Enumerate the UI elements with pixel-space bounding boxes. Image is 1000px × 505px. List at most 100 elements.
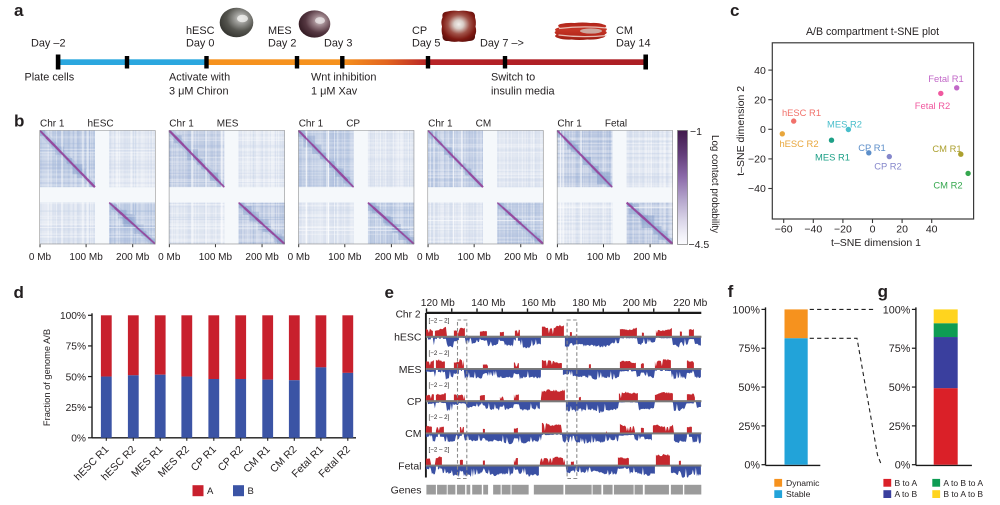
svg-text:CP: CP bbox=[346, 118, 360, 129]
svg-text:25%: 25% bbox=[66, 403, 86, 414]
svg-text:Plate cells: Plate cells bbox=[25, 72, 75, 84]
svg-text:CP: CP bbox=[407, 396, 422, 408]
svg-text:50%: 50% bbox=[738, 382, 760, 394]
svg-text:0 Mb: 0 Mb bbox=[158, 252, 181, 263]
svg-text:hESC: hESC bbox=[394, 332, 422, 344]
svg-text:Switch to: Switch to bbox=[491, 72, 535, 84]
svg-text:Activate with: Activate with bbox=[169, 72, 230, 84]
svg-text:Chr 1: Chr 1 bbox=[40, 118, 65, 129]
svg-text:0: 0 bbox=[760, 124, 766, 136]
svg-text:CM R2: CM R2 bbox=[933, 180, 962, 191]
svg-text:0%: 0% bbox=[895, 460, 911, 472]
svg-text:200 Mb: 200 Mb bbox=[623, 298, 657, 309]
svg-text:CM R1: CM R1 bbox=[932, 143, 961, 154]
svg-text:120 Mb: 120 Mb bbox=[421, 298, 455, 309]
svg-text:−1: −1 bbox=[690, 126, 702, 138]
svg-text:100 Mb: 100 Mb bbox=[458, 252, 492, 263]
svg-text:f: f bbox=[728, 282, 734, 301]
svg-text:hESC R1: hESC R1 bbox=[782, 107, 821, 118]
svg-text:75%: 75% bbox=[889, 343, 911, 355]
svg-text:180 Mb: 180 Mb bbox=[572, 298, 606, 309]
svg-text:0%: 0% bbox=[71, 434, 86, 445]
svg-text:Day 3: Day 3 bbox=[324, 37, 352, 49]
svg-text:25%: 25% bbox=[738, 421, 760, 433]
svg-text:A/B compartment t-SNE plot: A/B compartment t-SNE plot bbox=[806, 26, 939, 38]
svg-text:hESC R2: hESC R2 bbox=[779, 138, 818, 149]
svg-text:100%: 100% bbox=[732, 304, 760, 316]
svg-text:Day 5: Day 5 bbox=[412, 37, 440, 49]
svg-text:140 Mb: 140 Mb bbox=[471, 298, 505, 309]
svg-text:0 Mb: 0 Mb bbox=[288, 252, 311, 263]
svg-text:B to A to B: B to A to B bbox=[943, 489, 983, 499]
svg-text:A: A bbox=[207, 486, 214, 497]
svg-text:MES: MES bbox=[217, 118, 239, 129]
svg-text:200 Mb: 200 Mb bbox=[245, 252, 279, 263]
svg-text:a: a bbox=[14, 1, 24, 20]
svg-text:MES: MES bbox=[268, 25, 292, 37]
svg-text:100 Mb: 100 Mb bbox=[69, 252, 103, 263]
svg-text:100 Mb: 100 Mb bbox=[587, 252, 621, 263]
svg-text:100 Mb: 100 Mb bbox=[199, 252, 233, 263]
svg-text:A to B: A to B bbox=[895, 489, 918, 499]
svg-text:50%: 50% bbox=[889, 382, 911, 394]
svg-text:Dynamic: Dynamic bbox=[786, 478, 820, 488]
svg-text:B: B bbox=[248, 486, 254, 497]
svg-text:0: 0 bbox=[870, 223, 876, 235]
svg-text:Chr 2: Chr 2 bbox=[396, 309, 421, 320]
svg-text:75%: 75% bbox=[738, 343, 760, 355]
svg-text:Fraction of genome A/B: Fraction of genome A/B bbox=[42, 329, 52, 426]
svg-text:Stable: Stable bbox=[786, 489, 811, 499]
svg-text:t–SNE dimension 2: t–SNE dimension 2 bbox=[735, 86, 747, 176]
svg-text:Chr 1: Chr 1 bbox=[557, 118, 582, 129]
svg-text:Day 7 –>: Day 7 –> bbox=[480, 37, 524, 49]
svg-text:CP R1: CP R1 bbox=[858, 142, 885, 153]
svg-text:40: 40 bbox=[926, 223, 938, 235]
svg-text:CM: CM bbox=[476, 118, 492, 129]
svg-text:Day 14: Day 14 bbox=[616, 37, 651, 49]
svg-text:1 μM Xav: 1 μM Xav bbox=[311, 86, 358, 98]
svg-text:B to A: B to A bbox=[895, 478, 918, 488]
svg-text:Fetal R1: Fetal R1 bbox=[928, 73, 963, 84]
svg-text:CM: CM bbox=[616, 25, 633, 37]
svg-text:Day 2: Day 2 bbox=[268, 37, 296, 49]
svg-text:Log contact probability: Log contact probability bbox=[709, 135, 720, 233]
svg-text:−20: −20 bbox=[834, 223, 852, 235]
svg-text:d: d bbox=[14, 283, 24, 302]
svg-text:20: 20 bbox=[754, 94, 766, 106]
svg-text:Chr 1: Chr 1 bbox=[169, 118, 194, 129]
svg-text:g: g bbox=[878, 282, 888, 301]
svg-text:−20: −20 bbox=[748, 154, 766, 166]
svg-text:−40: −40 bbox=[804, 223, 822, 235]
svg-text:200 Mb: 200 Mb bbox=[633, 252, 667, 263]
svg-text:MES R1: MES R1 bbox=[815, 151, 850, 162]
svg-text:3 μM Chiron: 3 μM Chiron bbox=[169, 86, 229, 98]
svg-text:200 Mb: 200 Mb bbox=[375, 252, 409, 263]
svg-text:hESC: hESC bbox=[88, 118, 114, 129]
svg-text:0 Mb: 0 Mb bbox=[417, 252, 440, 263]
svg-text:CP R2: CP R2 bbox=[874, 160, 901, 171]
svg-text:Day –2: Day –2 bbox=[31, 37, 66, 49]
svg-text:e: e bbox=[385, 283, 394, 302]
svg-text:100%: 100% bbox=[883, 304, 911, 316]
svg-text:Day 0: Day 0 bbox=[186, 37, 214, 49]
svg-text:hESC: hESC bbox=[186, 25, 215, 37]
svg-text:[−2 – 2]: [−2 – 2] bbox=[429, 350, 450, 357]
svg-text:Genes: Genes bbox=[391, 484, 422, 496]
svg-text:100%: 100% bbox=[60, 311, 86, 322]
svg-text:Fetal R2: Fetal R2 bbox=[915, 100, 950, 111]
svg-text:0 Mb: 0 Mb bbox=[29, 252, 52, 263]
svg-text:Fetal: Fetal bbox=[398, 460, 421, 472]
svg-text:20: 20 bbox=[896, 223, 908, 235]
svg-text:[−2 – 2]: [−2 – 2] bbox=[429, 414, 450, 421]
svg-text:200 Mb: 200 Mb bbox=[504, 252, 538, 263]
svg-text:MES: MES bbox=[399, 364, 422, 376]
svg-text:Wnt inhibition: Wnt inhibition bbox=[311, 72, 376, 84]
svg-text:100 Mb: 100 Mb bbox=[328, 252, 362, 263]
svg-text:c: c bbox=[730, 1, 739, 20]
svg-text:Chr 1: Chr 1 bbox=[428, 118, 453, 129]
svg-text:b: b bbox=[14, 111, 24, 130]
svg-text:200 Mb: 200 Mb bbox=[116, 252, 150, 263]
svg-text:0 Mb: 0 Mb bbox=[546, 252, 569, 263]
svg-text:75%: 75% bbox=[66, 342, 86, 353]
svg-text:A to B to A: A to B to A bbox=[943, 478, 983, 488]
